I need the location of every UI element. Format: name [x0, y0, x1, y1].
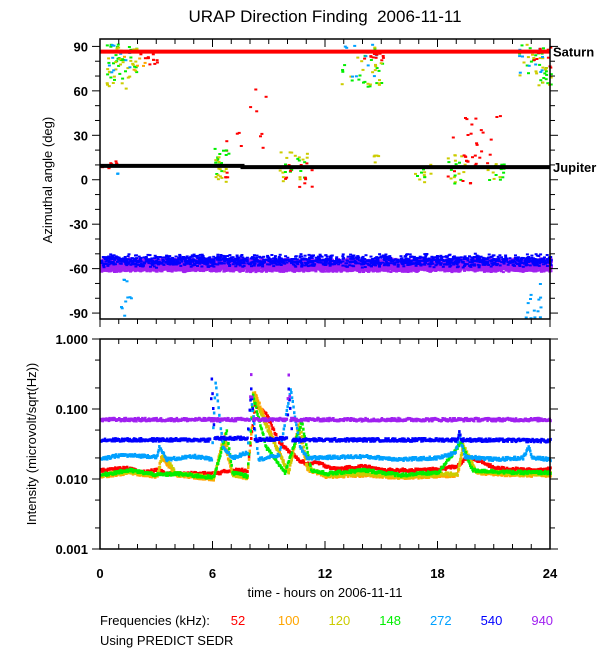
azimuth-point-940 [209, 270, 213, 273]
azimuth-point-940 [358, 271, 362, 274]
azimuth-point-940 [141, 258, 145, 261]
azimuth-point-940 [214, 270, 218, 273]
azimuth-point-940 [208, 268, 212, 271]
azimuth-point-940 [406, 271, 410, 273]
azimuth-point-940 [418, 258, 422, 261]
azimuth-point-940 [381, 258, 385, 261]
azimuth-point-940 [463, 269, 467, 272]
azimuth-point-940 [148, 270, 152, 273]
azimuth-point-940 [241, 270, 245, 272]
azimuth-point-940 [508, 269, 512, 272]
azimuth-point-940 [395, 270, 399, 273]
azimuth-point-940 [507, 270, 511, 273]
azimuth-point-940 [426, 270, 430, 272]
azimuth-point-940 [188, 269, 192, 272]
azimuth-point-940 [101, 258, 105, 261]
azimuth-point-940 [527, 269, 530, 272]
azimuth-point-940 [124, 270, 128, 273]
azimuth-points [100, 43, 553, 320]
azimuth-point-940 [224, 270, 228, 272]
azimuth-point-940 [100, 270, 104, 273]
azimuth-point-940 [443, 270, 447, 273]
azimuth-point-940 [245, 270, 249, 273]
azimuth-point-940 [302, 270, 306, 273]
azimuth-point-940 [500, 270, 503, 273]
chart-title: URAP Direction Finding 2006-11-11 [188, 7, 461, 26]
azimuth-point-940 [330, 268, 334, 271]
azimuth-point-940 [250, 270, 254, 273]
